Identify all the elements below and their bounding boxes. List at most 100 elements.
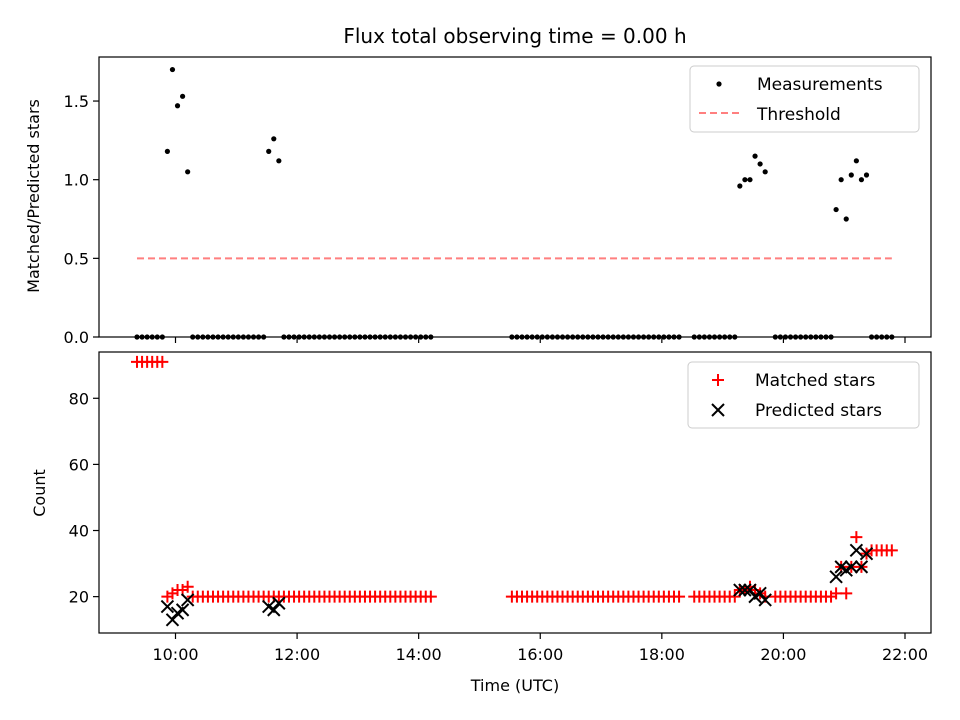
measurements-point (225, 334, 231, 340)
measurements-point (661, 334, 667, 340)
bottom-y-axis-label: Count (30, 469, 49, 517)
measurements-point (255, 334, 262, 340)
predicted-stars-point (272, 596, 286, 610)
measurements-point (879, 334, 885, 340)
measurements-point (874, 334, 880, 340)
measurements-point (625, 334, 631, 340)
measurements-point (524, 334, 530, 340)
measurements-point (600, 334, 606, 340)
measurements-point (565, 334, 571, 340)
measurements-point (200, 334, 206, 340)
measurements-point (367, 334, 373, 340)
top-y-tick-label: 1.0 (64, 171, 89, 190)
measurements-point (407, 334, 414, 340)
measurements-point (245, 334, 252, 340)
bottom-legend-frame (687, 361, 920, 429)
matched-stars-point (728, 590, 741, 603)
x-tick-label: 18:00 (639, 645, 685, 664)
measurements-point (397, 334, 404, 340)
measurements-point (306, 334, 312, 340)
measurements-point (843, 216, 849, 222)
measurements-point (863, 172, 870, 178)
measurements-point (154, 334, 160, 340)
measurements-point (554, 334, 561, 340)
matched-stars-point (424, 590, 437, 603)
measurements-point (149, 334, 155, 340)
matched-stars-point (156, 355, 169, 368)
x-tick-label: 12:00 (274, 645, 320, 664)
measurements-point (179, 93, 186, 99)
top-panel: Matched/Predicted stars 0.0 0.5 1.0 1.5 (24, 56, 932, 347)
measurements-point (696, 334, 702, 340)
measurements-point (271, 136, 277, 142)
x-tick-label: 16:00 (517, 645, 563, 664)
x-tick-label: 10:00 (152, 645, 198, 664)
top-y-axis-label: Matched/Predicted stars (24, 99, 43, 293)
measurements-point (190, 334, 196, 340)
matched-stars-point (673, 590, 686, 603)
measurements-point (828, 334, 834, 340)
measurements-point (326, 334, 333, 340)
legend-predicted-label: Predicted stars (755, 401, 882, 421)
legend-threshold-label: Threshold (756, 105, 841, 125)
measurements-point (144, 334, 150, 340)
measurements-point (311, 334, 317, 340)
chart-title: Flux total observing time = 0.00 h (343, 24, 686, 48)
measurements-point (772, 334, 778, 340)
measurements-point (235, 334, 241, 340)
measurements-point (798, 334, 804, 340)
predicted-stars-point (758, 593, 772, 607)
predicted-stars-point (175, 603, 190, 617)
measurements-point (884, 334, 890, 340)
measurements-point (620, 334, 626, 340)
measurements-point (742, 177, 748, 183)
measurements-point (377, 334, 383, 340)
measurements-point (392, 334, 398, 340)
bottom-panel: Count 20 40 60 80 10:00 12:00 14:00 16:00 18:00 2… (30, 351, 932, 664)
measurements-point (159, 334, 165, 340)
measurements-point (215, 334, 221, 340)
matched-stars-point (181, 580, 194, 593)
x-tick-label: 20:00 (760, 645, 806, 664)
measurements-point (286, 334, 292, 340)
top-legend-frame (689, 65, 920, 133)
predicted-stars-point (743, 583, 757, 597)
measurements-point (276, 158, 282, 164)
measurements-point (808, 334, 814, 340)
top-y-tick-label: 0.5 (64, 249, 89, 268)
measurements-point (752, 153, 758, 159)
measurements-point (337, 334, 343, 340)
measurements-point (803, 334, 809, 340)
measurements-point (590, 334, 596, 340)
measurements-point (352, 334, 358, 340)
measurements-point (580, 334, 586, 340)
matched-stars-point (850, 531, 863, 544)
bottom-y-tick-label: 80 (69, 389, 89, 408)
top-y-tick-label: 1.5 (64, 92, 89, 111)
measurements-point (185, 169, 191, 175)
measurements-point (347, 334, 353, 340)
predicted-stars-point (267, 603, 281, 617)
measurements-point (281, 334, 287, 340)
measurements-point (777, 334, 783, 340)
measurements-point (651, 334, 657, 340)
measurements-point (792, 334, 799, 340)
measurements-point (296, 334, 302, 340)
measurements-point (382, 334, 388, 340)
measurements-point (134, 334, 140, 340)
measurements-point (787, 334, 794, 340)
measurements-point (615, 334, 621, 340)
measurements-point (559, 334, 566, 340)
measurements-point (362, 334, 368, 340)
bottom-y-tick-label: 20 (69, 588, 89, 607)
measurements-point (174, 103, 181, 109)
measurements-point (757, 161, 763, 167)
x-axis-label: Time (UTC) (470, 676, 559, 695)
measurements-point (737, 183, 743, 189)
measurements-point (423, 334, 429, 340)
measurements-point (321, 334, 328, 340)
measurements-point (544, 334, 550, 340)
x-tick-label: 22:00 (882, 645, 928, 664)
measurements-point (823, 334, 829, 340)
